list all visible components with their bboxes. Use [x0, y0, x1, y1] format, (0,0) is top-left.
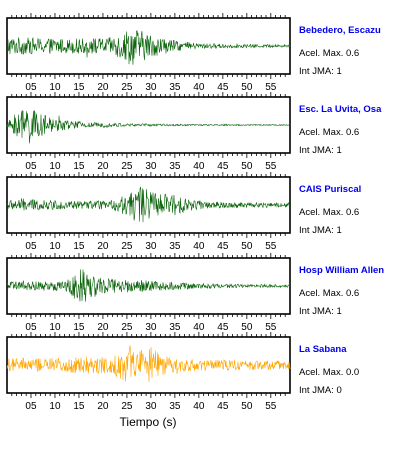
x-tick-label: 40: [193, 322, 205, 333]
x-tick-label: 40: [193, 161, 205, 172]
station-panel: 05 10 15 20 25 30 35 40 45 50 55 CAIS Puriscal Acel.…: [6, 172, 361, 252]
int-jma-label: Int JMA: 1: [299, 66, 342, 77]
x-tick-label: 30: [145, 241, 157, 252]
x-tick-label: 05: [25, 161, 37, 172]
int-jma-label: Int JMA: 1: [299, 145, 342, 156]
x-tick-label: 05: [25, 401, 37, 412]
int-jma-label: Int JMA: 1: [299, 225, 342, 236]
x-tick-label: 10: [49, 161, 61, 172]
x-tick-label: 50: [241, 161, 253, 172]
x-tick-label: 15: [73, 322, 85, 333]
x-tick-label: 15: [73, 241, 85, 252]
x-tick-label: 45: [217, 161, 229, 172]
x-tick-label: 10: [49, 241, 61, 252]
x-tick-label: 30: [145, 161, 157, 172]
x-tick-label: 35: [169, 322, 181, 333]
x-tick-label: 10: [49, 82, 61, 93]
station-panel: 05 10 15 20 25 30 35 40 45 50 55 Bebedero, Escazu Ac…: [6, 13, 381, 93]
waveform-trace: [6, 29, 291, 65]
x-tick-label: 35: [169, 401, 181, 412]
station-name: CAIS Puriscal: [299, 184, 361, 195]
x-tick-label: 25: [121, 241, 133, 252]
x-tick-label: 25: [121, 401, 133, 412]
x-tick-label: 45: [217, 401, 229, 412]
x-tick-label: 20: [97, 322, 109, 333]
x-tick-label: 10: [49, 401, 61, 412]
acel-max-label: Acel. Max. 0.0: [299, 367, 359, 378]
x-tick-label: 15: [73, 401, 85, 412]
plot-frame: [6, 257, 291, 315]
station-panel: 05 10 15 20 25 30 35 40 45 50 55 La Sabana Acel. Max…: [6, 332, 359, 412]
waveform-trace: [6, 110, 291, 144]
x-tick-label: 10: [49, 322, 61, 333]
acel-max-label: Acel. Max. 0.6: [299, 288, 359, 299]
x-tick-label: 45: [217, 82, 229, 93]
int-jma-label: Int JMA: 1: [299, 306, 342, 317]
x-tick-label: 35: [169, 241, 181, 252]
x-tick-label: 25: [121, 322, 133, 333]
x-tick-label: 25: [121, 161, 133, 172]
x-tick-label: 50: [241, 241, 253, 252]
x-tick-label: 05: [25, 322, 37, 333]
x-tick-label: 55: [265, 401, 277, 412]
station-panel: 05 10 15 20 25 30 35 40 45 50 55 Esc. La Uvita, Osa…: [6, 92, 382, 172]
station-panel: 05 10 15 20 25 30 35 40 45 50 55 Hosp William Allen…: [6, 253, 384, 333]
int-jma-label: Int JMA: 0: [299, 385, 342, 396]
x-tick-label: 50: [241, 82, 253, 93]
x-tick-label: 15: [73, 161, 85, 172]
waveform-trace: [6, 269, 291, 302]
x-tick-label: 20: [97, 82, 109, 93]
station-name: Hosp William Allen: [299, 265, 384, 276]
x-tick-label: 30: [145, 82, 157, 93]
waveform-trace: [6, 186, 291, 223]
acel-max-label: Acel. Max. 0.6: [299, 207, 359, 218]
x-tick-label: 50: [241, 322, 253, 333]
station-name: Esc. La Uvita, Osa: [299, 104, 382, 115]
x-tick-label: 55: [265, 241, 277, 252]
x-tick-label: 20: [97, 241, 109, 252]
x-tick-label: 15: [73, 82, 85, 93]
x-tick-label: 40: [193, 241, 205, 252]
acel-max-label: Acel. Max. 0.6: [299, 127, 359, 138]
x-tick-label: 30: [145, 322, 157, 333]
plot-frame: [6, 336, 291, 394]
waveform-trace: [6, 345, 291, 382]
x-tick-label: 25: [121, 82, 133, 93]
station-name: Bebedero, Escazu: [299, 25, 381, 36]
x-tick-label: 40: [193, 82, 205, 93]
x-tick-label: 35: [169, 161, 181, 172]
x-tick-label: 30: [145, 401, 157, 412]
x-tick-label: 55: [265, 82, 277, 93]
x-tick-label: 05: [25, 82, 37, 93]
x-tick-label: 45: [217, 241, 229, 252]
acel-max-label: Acel. Max. 0.6: [299, 48, 359, 59]
x-tick-label: 45: [217, 322, 229, 333]
x-tick-label: 40: [193, 401, 205, 412]
x-tick-label: 35: [169, 82, 181, 93]
station-name: La Sabana: [299, 344, 347, 355]
x-tick-label: 55: [265, 161, 277, 172]
x-tick-label: 50: [241, 401, 253, 412]
x-tick-label: 20: [97, 401, 109, 412]
x-tick-label: 55: [265, 322, 277, 333]
x-axis-title: Tiempo (s): [120, 415, 177, 429]
x-tick-label: 20: [97, 161, 109, 172]
x-tick-label: 05: [25, 241, 37, 252]
